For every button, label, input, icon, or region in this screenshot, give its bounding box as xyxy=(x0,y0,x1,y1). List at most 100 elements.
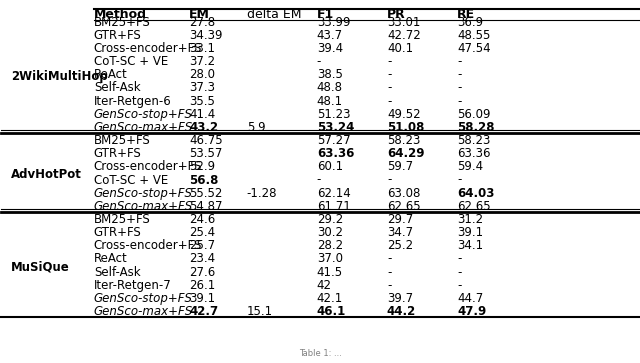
Text: 53.57: 53.57 xyxy=(189,147,223,160)
Text: 23.4: 23.4 xyxy=(189,252,216,265)
Text: 24.6: 24.6 xyxy=(189,213,216,226)
Text: 46.75: 46.75 xyxy=(189,134,223,147)
Text: 27.6: 27.6 xyxy=(189,266,216,278)
Text: -: - xyxy=(387,68,391,81)
Text: 51.08: 51.08 xyxy=(387,121,424,134)
Text: 33.01: 33.01 xyxy=(387,16,420,29)
Text: 39.1: 39.1 xyxy=(457,226,483,239)
Text: -: - xyxy=(387,252,391,265)
Text: -1.28: -1.28 xyxy=(246,187,277,200)
Text: 35.5: 35.5 xyxy=(189,95,215,107)
Text: 59.7: 59.7 xyxy=(387,160,413,174)
Text: -: - xyxy=(457,266,461,278)
Text: 63.36: 63.36 xyxy=(457,147,490,160)
Text: Method: Method xyxy=(94,8,147,21)
Text: -: - xyxy=(387,81,391,94)
Text: GenSco-max+FS: GenSco-max+FS xyxy=(94,305,193,318)
Text: 63.08: 63.08 xyxy=(387,187,420,200)
Text: -: - xyxy=(387,95,391,107)
Text: 34.1: 34.1 xyxy=(457,239,483,252)
Text: GenSco-max+FS: GenSco-max+FS xyxy=(94,121,193,134)
Text: PR: PR xyxy=(387,8,406,21)
Text: 62.14: 62.14 xyxy=(317,187,351,200)
Text: 63.36: 63.36 xyxy=(317,147,354,160)
Text: 47.54: 47.54 xyxy=(457,42,491,55)
Text: 64.03: 64.03 xyxy=(457,187,494,200)
Text: CoT-SC + VE: CoT-SC + VE xyxy=(94,174,168,187)
Text: 34.39: 34.39 xyxy=(189,29,223,42)
Text: 25.4: 25.4 xyxy=(189,226,216,239)
Text: -: - xyxy=(317,55,321,68)
Text: 64.29: 64.29 xyxy=(387,147,424,160)
Text: GTR+FS: GTR+FS xyxy=(94,29,141,42)
Text: 39.7: 39.7 xyxy=(387,292,413,305)
Text: 25.7: 25.7 xyxy=(189,239,216,252)
Text: -: - xyxy=(457,174,461,187)
Text: 44.7: 44.7 xyxy=(457,292,483,305)
Text: ReAct: ReAct xyxy=(94,252,127,265)
Text: Self-Ask: Self-Ask xyxy=(94,266,140,278)
Text: 37.2: 37.2 xyxy=(189,55,216,68)
Text: 59.4: 59.4 xyxy=(457,160,483,174)
Text: GenSco-max+FS: GenSco-max+FS xyxy=(94,200,193,213)
Text: 56.8: 56.8 xyxy=(189,174,219,187)
Text: 28.2: 28.2 xyxy=(317,239,343,252)
Text: 30.2: 30.2 xyxy=(317,226,343,239)
Text: BM25+FS: BM25+FS xyxy=(94,134,150,147)
Text: Table 1: ...: Table 1: ... xyxy=(299,349,341,358)
Text: -: - xyxy=(387,55,391,68)
Text: 5.9: 5.9 xyxy=(246,121,266,134)
Text: 36.9: 36.9 xyxy=(457,16,483,29)
Text: 27.8: 27.8 xyxy=(189,16,216,29)
Text: MuSiQue: MuSiQue xyxy=(11,260,70,273)
Text: -: - xyxy=(387,266,391,278)
Text: -: - xyxy=(457,252,461,265)
Text: 54.87: 54.87 xyxy=(189,200,223,213)
Text: Iter-Retgen-7: Iter-Retgen-7 xyxy=(94,279,172,292)
Text: CoT-SC + VE: CoT-SC + VE xyxy=(94,55,168,68)
Text: 58.23: 58.23 xyxy=(387,134,420,147)
Text: -: - xyxy=(317,174,321,187)
Text: -: - xyxy=(457,55,461,68)
Text: 46.1: 46.1 xyxy=(317,305,346,318)
Text: 33.1: 33.1 xyxy=(189,42,216,55)
Text: 31.2: 31.2 xyxy=(457,213,483,226)
Text: 28.0: 28.0 xyxy=(189,68,216,81)
Text: 55.52: 55.52 xyxy=(189,187,223,200)
Text: AdvHotPot: AdvHotPot xyxy=(11,168,82,181)
Text: 15.1: 15.1 xyxy=(246,305,273,318)
Text: -: - xyxy=(387,174,391,187)
Text: 58.23: 58.23 xyxy=(457,134,490,147)
Text: 48.8: 48.8 xyxy=(317,81,343,94)
Text: 34.7: 34.7 xyxy=(387,226,413,239)
Text: 2WikiMultiHop: 2WikiMultiHop xyxy=(11,70,108,83)
Text: delta EM: delta EM xyxy=(246,8,301,21)
Text: -: - xyxy=(457,279,461,292)
Text: 29.2: 29.2 xyxy=(317,213,343,226)
Text: 48.1: 48.1 xyxy=(317,95,343,107)
Text: 42.1: 42.1 xyxy=(317,292,343,305)
Text: -: - xyxy=(457,95,461,107)
Text: 62.65: 62.65 xyxy=(387,200,420,213)
Text: GenSco-stop+FS: GenSco-stop+FS xyxy=(94,108,193,121)
Text: Cross-encoder+FS: Cross-encoder+FS xyxy=(94,160,202,174)
Text: 26.1: 26.1 xyxy=(189,279,216,292)
Text: 25.2: 25.2 xyxy=(387,239,413,252)
Text: 38.5: 38.5 xyxy=(317,68,342,81)
Text: 37.0: 37.0 xyxy=(317,252,343,265)
Text: 44.2: 44.2 xyxy=(387,305,416,318)
Text: -: - xyxy=(457,81,461,94)
Text: Cross-encoder+FS: Cross-encoder+FS xyxy=(94,239,202,252)
Text: 61.71: 61.71 xyxy=(317,200,351,213)
Text: 39.4: 39.4 xyxy=(317,42,343,55)
Text: 42: 42 xyxy=(317,279,332,292)
Text: 43.2: 43.2 xyxy=(189,121,218,134)
Text: 42.72: 42.72 xyxy=(387,29,420,42)
Text: 62.65: 62.65 xyxy=(457,200,491,213)
Text: RE: RE xyxy=(457,8,475,21)
Text: -: - xyxy=(387,279,391,292)
Text: 42.7: 42.7 xyxy=(189,305,218,318)
Text: 37.3: 37.3 xyxy=(189,81,216,94)
Text: 53.24: 53.24 xyxy=(317,121,354,134)
Text: 47.9: 47.9 xyxy=(457,305,486,318)
